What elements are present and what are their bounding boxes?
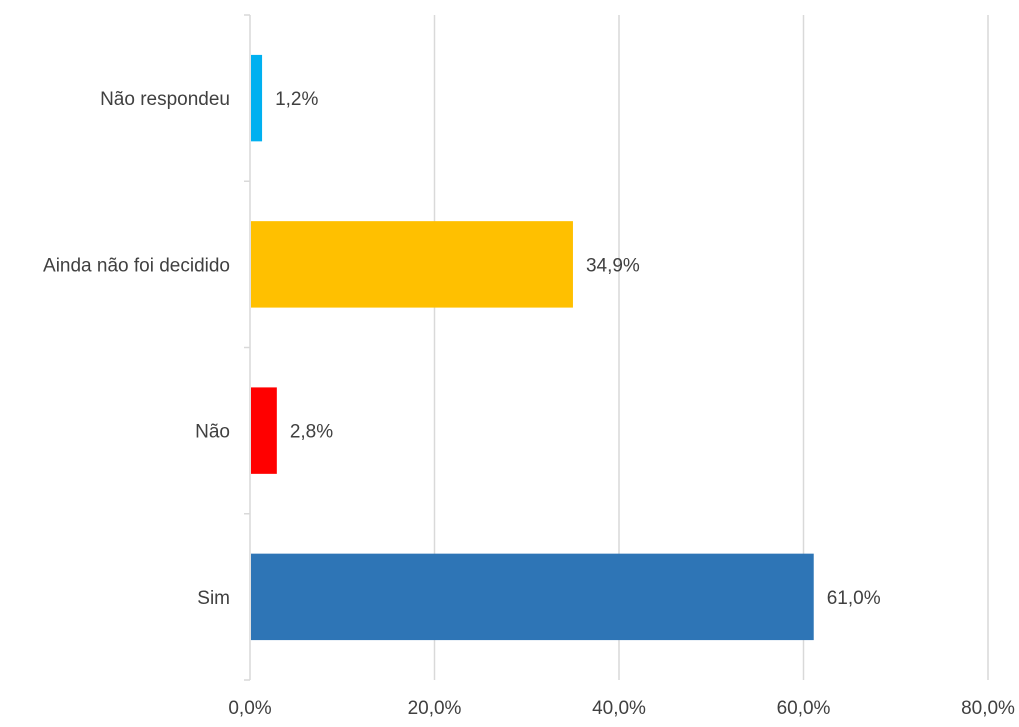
x-tick-label: 0,0% — [228, 698, 271, 719]
category-label: Não respondeu — [100, 89, 230, 110]
bar — [251, 221, 573, 308]
category-label: Ainda não foi decidido — [43, 255, 230, 276]
data-label: 34,9% — [586, 255, 640, 276]
x-tick-label: 80,0% — [961, 698, 1015, 719]
data-label: 2,8% — [290, 422, 333, 443]
bar — [251, 553, 814, 641]
bar — [251, 54, 263, 142]
category-label: Sim — [197, 588, 230, 609]
x-tick-label: 60,0% — [777, 698, 831, 719]
category-axis — [244, 14, 251, 681]
x-tick-label: 20,0% — [408, 698, 462, 719]
x-tick-label: 40,0% — [592, 698, 646, 719]
bars — [251, 54, 814, 641]
data-label: 61,0% — [827, 588, 881, 609]
x-tick-labels: 0,0% 20,0% 40,0% 60,0% 80,0% — [228, 698, 1015, 719]
data-labels: 1,2% 34,9% 2,8% 61,0% — [275, 89, 881, 609]
bar — [251, 387, 277, 474]
data-label: 1,2% — [275, 89, 318, 110]
category-label: Não — [195, 422, 230, 443]
category-labels: Não respondeu Ainda não foi decidido Não Si… — [43, 89, 230, 609]
